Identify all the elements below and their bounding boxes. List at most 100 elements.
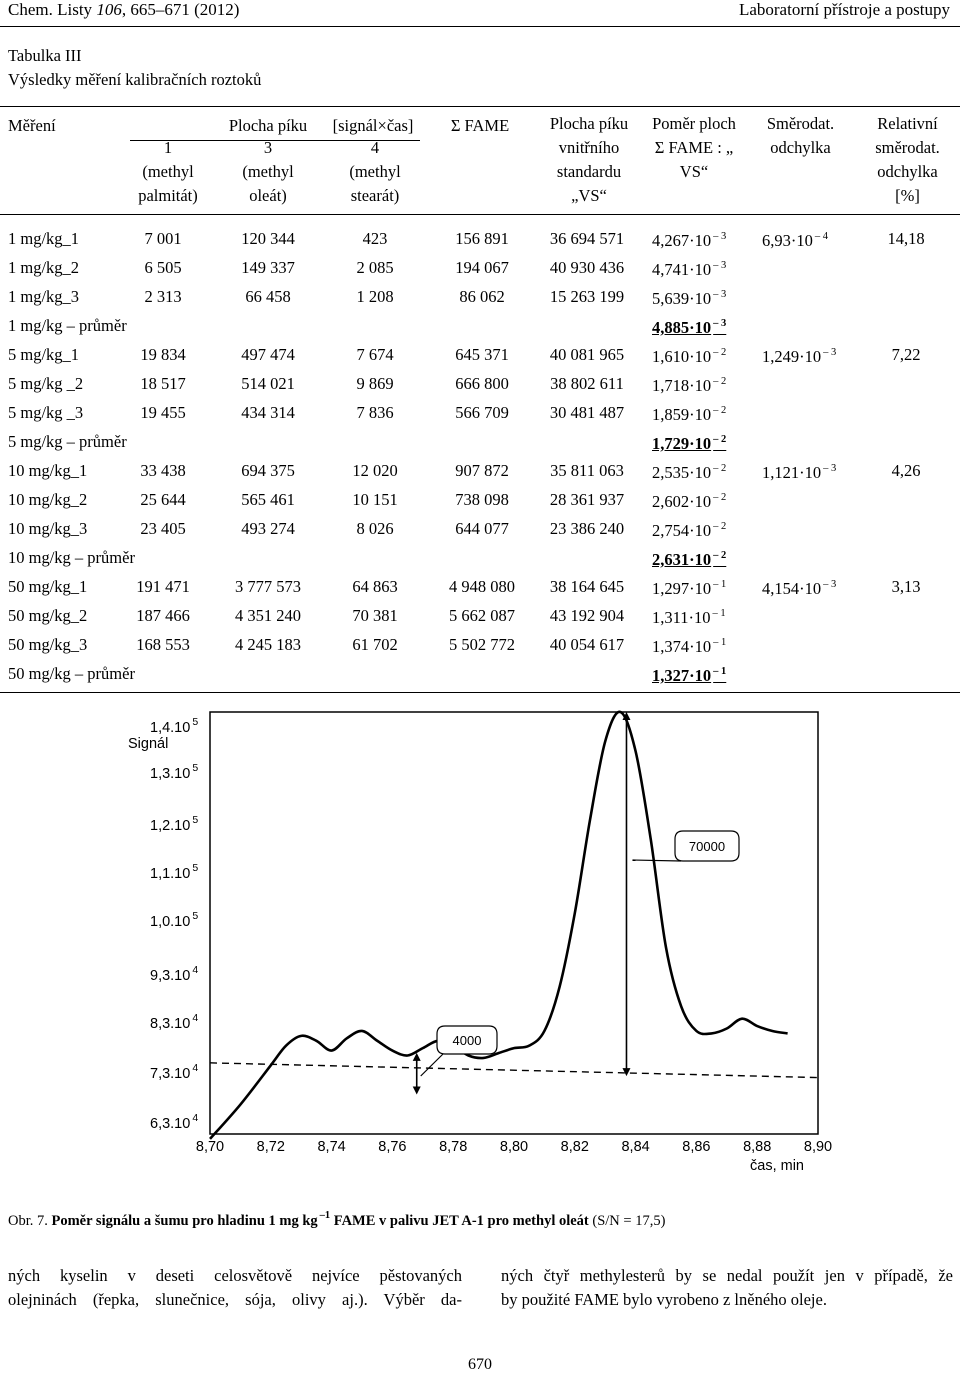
cell-c4: 8 026	[356, 519, 394, 538]
cell-ratio: 2,602·10– 2	[652, 491, 727, 511]
cell-ratio: 2,535·10– 2	[652, 462, 727, 482]
header-subrule	[130, 140, 420, 141]
cell-fame: 5 502 772	[449, 635, 515, 654]
row-label: 5 mg/kg – průměr	[8, 432, 127, 451]
cell-sd: 6,93·10– 4	[762, 230, 828, 250]
cell-c4: 1 208	[356, 287, 394, 306]
cell-c4: 10 151	[352, 490, 398, 509]
cell-c1: 19 834	[140, 345, 186, 364]
row-label: 10 mg/kg_2	[8, 490, 88, 509]
header-pomer: Poměr ploch Σ FAME : „ VS“	[652, 114, 736, 181]
cell-fame: 194 067	[455, 258, 509, 277]
cell-fame: 738 098	[455, 490, 509, 509]
noise-arrow-head-bottom	[412, 1086, 421, 1095]
cell-fame: 86 062	[459, 287, 505, 306]
cell-fame: 156 891	[455, 229, 509, 248]
cell-ratio: 4,885·10– 3	[652, 317, 727, 337]
cell-c3: 149 337	[241, 258, 295, 277]
plot-frame	[209, 711, 819, 1135]
header-plocha-piku: Plocha píku	[228, 116, 308, 135]
cell-c3: 493 274	[241, 519, 295, 538]
header-col-3: 3 (methyl oleát)	[242, 138, 294, 205]
cell-ratio: 1,297·10– 1	[652, 578, 727, 598]
cell-c4: 12 020	[352, 461, 398, 480]
cell-vs: 30 481 487	[549, 403, 625, 422]
x-tick-label: 8,84	[621, 1139, 650, 1155]
x-tick-label: 8,86	[682, 1139, 711, 1155]
cell-fame: 666 800	[455, 374, 509, 393]
cell-ratio: 4,267·10– 3	[652, 230, 727, 250]
cell-fame: 5 662 087	[449, 606, 515, 625]
y-tick-label: 7,3.10 4	[150, 1062, 199, 1082]
row-label: 50 mg/kg – průměr	[8, 664, 135, 683]
cell-rsd: 7,22	[891, 345, 921, 364]
cell-c3: 565 461	[241, 490, 295, 509]
y-tick-label: 8,3.10 4	[150, 1012, 199, 1032]
cell-rsd: 3,13	[891, 577, 921, 596]
header-relativni: Relativní směrodat. odchylka [%]	[875, 114, 940, 205]
cell-c4: 61 702	[352, 635, 398, 654]
chromatogram-plot: 70000 4000	[209, 710, 819, 1140]
cell-ratio: 4,741·10– 3	[652, 259, 727, 279]
body-text-right: ných čtyř methylesterů by se nedal použí…	[501, 1266, 953, 1309]
header-col-4: 4 (methyl stearát)	[349, 138, 401, 205]
cell-ratio: 1,718·10– 2	[652, 375, 727, 395]
cell-rsd: 14,18	[887, 229, 925, 248]
cell-c3: 434 314	[241, 403, 295, 422]
cell-vs: 40 081 965	[549, 345, 625, 364]
cell-c1: 18 517	[140, 374, 186, 393]
noise-annotation-pointer	[420, 1053, 444, 1077]
y-tick-label: 1,4.10 5	[150, 716, 199, 736]
cell-c1: 168 553	[136, 635, 190, 654]
cell-rsd: 4,26	[891, 461, 921, 480]
x-tick-label: 8,88	[743, 1139, 772, 1155]
page-number: 670	[468, 1356, 492, 1373]
cell-vs: 43 192 904	[549, 606, 625, 625]
cell-fame: 907 872	[455, 461, 509, 480]
x-tick-label: 8,90	[803, 1139, 833, 1155]
cell-c1: 191 471	[136, 577, 190, 596]
row-label: 50 mg/kg_3	[8, 635, 88, 654]
header-mereni: Měření	[8, 116, 56, 135]
cell-c1: 6 505	[144, 258, 182, 277]
x-tick-label: 8,78	[439, 1139, 468, 1155]
cell-vs: 23 386 240	[549, 519, 625, 538]
row-label: 1 mg/kg – průměr	[8, 316, 127, 335]
cell-ratio: 1,729·10– 2	[652, 433, 727, 453]
cell-ratio: 1,374·10– 1	[652, 636, 727, 656]
x-tick-label: 8,76	[378, 1139, 407, 1155]
x-tick-label: 8,70	[195, 1139, 225, 1155]
row-label: 1 mg/kg_3	[8, 287, 80, 306]
cell-ratio: 1,859·10– 2	[652, 404, 727, 424]
y-tick-label: 1,0.10 5	[150, 910, 199, 930]
row-label: 1 mg/kg_2	[8, 258, 80, 277]
header-signal-cas: [signál×čas]	[332, 116, 414, 135]
header-sigma-fame: Σ FAME	[450, 116, 510, 135]
cell-c4: 64 863	[352, 577, 398, 596]
peak-annotation-pointer	[632, 859, 682, 862]
cell-c4: 70 381	[352, 606, 398, 625]
cell-c4: 9 869	[356, 374, 394, 393]
row-label: 5 mg/kg _2	[8, 374, 84, 393]
body-text-left: ných kyselin v deseti celosvětově nejvíc…	[8, 1266, 462, 1309]
cell-fame: 644 077	[455, 519, 509, 538]
cell-c3: 4 351 240	[235, 606, 301, 625]
cell-sd: 1,249·10– 3	[762, 346, 837, 366]
signal-line	[209, 710, 788, 1140]
peak-height-arrow-head-top	[622, 712, 631, 720]
row-label: 10 mg/kg – průměr	[8, 548, 135, 567]
cell-c3: 66 458	[245, 287, 291, 306]
x-tick-label: 8,82	[560, 1139, 589, 1155]
table-bottom-rule	[0, 692, 960, 693]
baseline-line	[209, 1062, 819, 1079]
row-label: 50 mg/kg_2	[8, 606, 88, 625]
cell-c3: 4 245 183	[235, 635, 301, 654]
header-vs: Plocha píku vnitřního standardu „VS“	[549, 114, 629, 205]
row-label: 5 mg/kg _3	[8, 403, 84, 422]
cell-c1: 23 405	[140, 519, 186, 538]
cell-fame: 645 371	[455, 345, 509, 364]
cell-vs: 38 164 645	[549, 577, 625, 596]
row-label: 50 mg/kg_1	[8, 577, 88, 596]
figure-caption: Obr. 7. Poměr signálu a šumu pro hladinu…	[8, 1210, 666, 1229]
cell-vs: 38 802 611	[550, 374, 624, 393]
